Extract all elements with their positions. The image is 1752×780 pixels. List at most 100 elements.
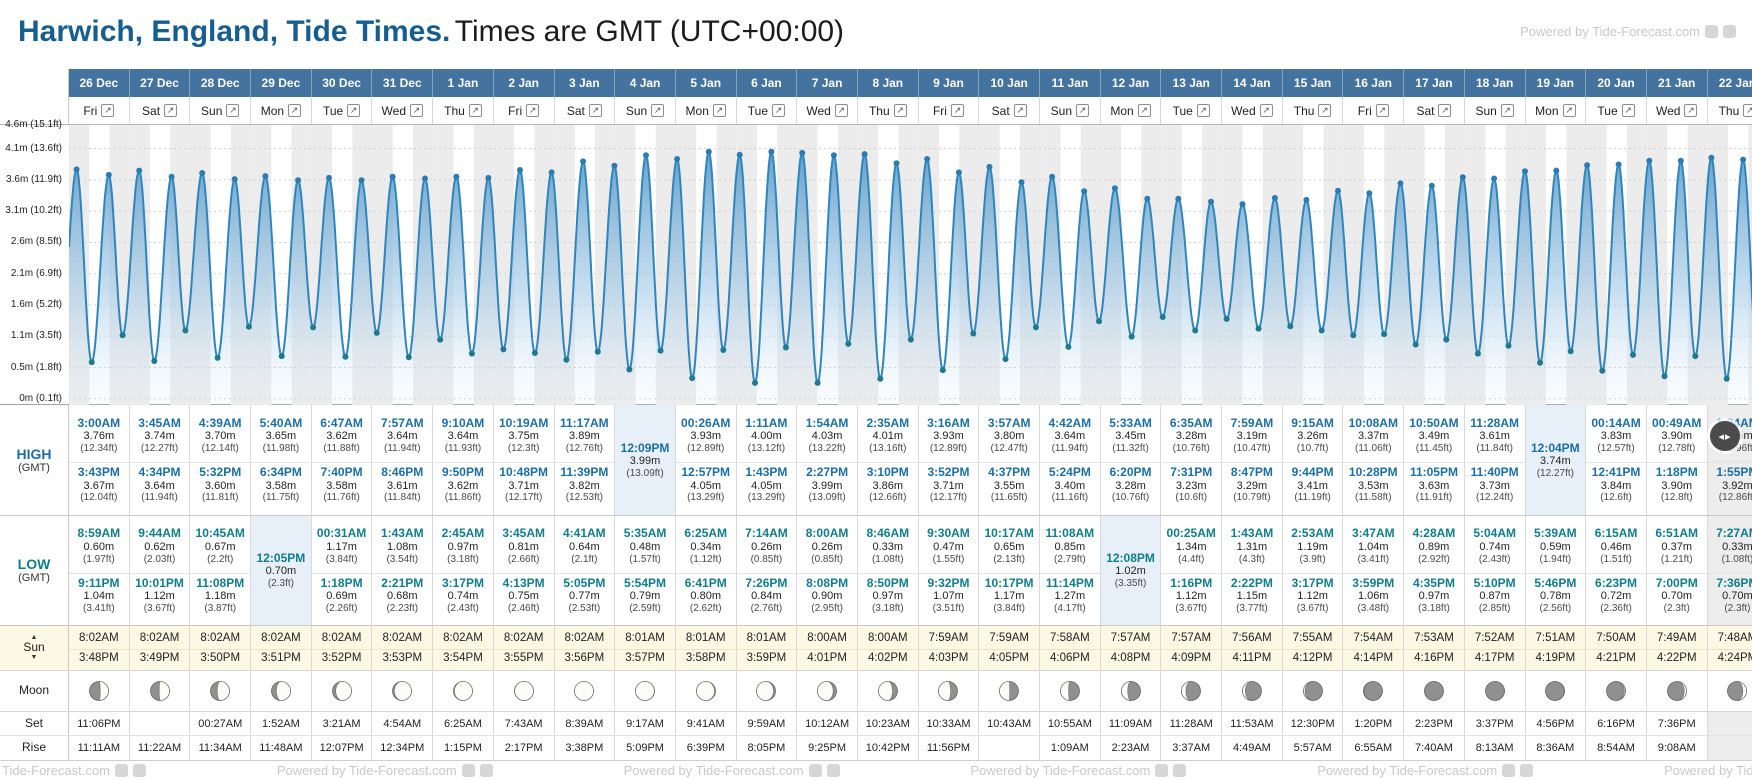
expand-day-icon[interactable]: ↗ (1684, 104, 1698, 117)
low-tide-entry: 1:18PM 0.69m (2.26ft) (311, 572, 372, 617)
expand-day-icon[interactable]: ↗ (226, 104, 240, 117)
expand-day-icon[interactable]: ↗ (772, 104, 786, 117)
expand-day-icon[interactable]: ↗ (288, 104, 302, 117)
sun-times-cell: 8:00AM 4:02PM (857, 626, 919, 670)
tide-height-ft: (13.09ft) (808, 492, 846, 504)
weekday-cell[interactable]: Fri ↗ (919, 97, 980, 124)
high-tide-time: 3:16AM (927, 415, 970, 430)
weekday-cell[interactable]: Sun ↗ (1040, 97, 1101, 124)
tide-height-m: 3.29m (1236, 479, 1268, 492)
expand-day-icon[interactable]: ↗ (1562, 104, 1576, 117)
weekday-cell[interactable]: Fri ↗ (1343, 97, 1405, 124)
low-tide-time: 3:45AM (502, 526, 545, 541)
expand-day-icon[interactable]: ↗ (651, 104, 665, 117)
powered-by-watermark[interactable]: Powered by Tide-Forecast.com (624, 763, 840, 778)
moonset-time: 11:53AM (1222, 712, 1283, 735)
low-tide-time: 5:35AM (623, 526, 667, 541)
weekday-cell[interactable]: Thu↗ (1708, 97, 1752, 124)
expand-day-icon[interactable]: ↗ (893, 104, 907, 117)
tide-height-m: 3.71m (933, 479, 964, 492)
weekday-cell[interactable]: Sun ↗ (1465, 97, 1526, 124)
powered-by-watermark[interactable]: Powered by Tide-Forecast.com (1317, 763, 1534, 778)
tide-height-ft: (2.3ft) (1663, 602, 1690, 614)
high-tide-time: 10:08AM (1348, 415, 1398, 430)
expand-day-icon[interactable]: ↗ (950, 104, 964, 117)
expand-day-icon[interactable]: ↗ (164, 104, 178, 117)
weekday-cell[interactable]: Sat ↗ (979, 97, 1040, 124)
tide-height-m: 0.59m (1540, 540, 1571, 553)
expand-day-icon[interactable]: ↗ (1137, 104, 1151, 117)
tide-height-m: 3.64m (386, 429, 418, 442)
high-tide-time: 11:39PM (560, 465, 609, 480)
tide-height-m: 1.15m (1236, 589, 1268, 602)
powered-by-watermark[interactable]: Powered by Tide-Forecast.com (1520, 24, 1736, 39)
weekday-cell[interactable]: Fri ↗ (494, 97, 555, 124)
expand-day-icon[interactable]: ↗ (1743, 104, 1752, 117)
tide-height-m: 3.92m (1722, 479, 1752, 492)
weekday-cell[interactable]: Mon ↗ (1526, 97, 1587, 124)
weekday-cell[interactable]: Sun ↗ (615, 97, 676, 124)
weekday-cell[interactable]: Sat ↗ (1404, 97, 1465, 124)
tide-height-ft: (12.17ft) (929, 492, 968, 504)
expand-day-icon[interactable]: ↗ (410, 104, 424, 117)
expand-day-icon[interactable]: ↗ (1500, 104, 1514, 117)
weekday-cell[interactable]: Wed ↗ (372, 97, 434, 124)
scroll-right-button[interactable]: ◂▸ (1710, 421, 1740, 451)
low-tide-time: 7:36PM (1716, 575, 1752, 590)
expand-day-icon[interactable]: ↗ (1318, 104, 1332, 117)
powered-by-watermark[interactable]: Powered by Tide-Forecast.com (277, 763, 493, 778)
low-tide-time: 7:00PM (1655, 575, 1698, 590)
powered-by-watermark[interactable]: Powered by Tide-Forecast.com (970, 763, 1187, 778)
tide-height-m: 4.05m (751, 479, 782, 492)
expand-day-icon[interactable]: ↗ (347, 104, 361, 117)
weekday-cell[interactable]: Wed ↗ (1647, 97, 1708, 124)
weekday-cell[interactable]: Sat ↗ (130, 97, 191, 124)
weekday-cell[interactable]: Fri ↗ (69, 97, 130, 124)
weekday-cell[interactable]: Sat ↗ (555, 97, 616, 124)
moon-phase-cell (372, 671, 434, 711)
powered-by-watermark[interactable]: Powered by Tide-Forecast.com (0, 763, 146, 778)
weekday-cell[interactable]: Mon ↗ (1101, 97, 1162, 124)
high-tide-entry: 4:42AM 3.64m (11.94ft) (1040, 414, 1100, 457)
expand-day-icon[interactable]: ↗ (1621, 104, 1635, 117)
sun-times-cell: 7:54AM 4:14PM (1343, 626, 1405, 670)
weekday-cell[interactable]: Wed ↗ (797, 97, 858, 124)
weekday-cell[interactable]: Thu↗ (433, 97, 494, 124)
expand-day-icon[interactable]: ↗ (834, 104, 848, 117)
expand-day-icon[interactable]: ↗ (1438, 104, 1452, 117)
powered-by-text: Powered by Tide-Forecast.com (623, 763, 804, 778)
weekday-cell[interactable]: Mon ↗ (251, 97, 312, 124)
moonrise-time: 5:57AM (1283, 736, 1344, 760)
high-tide-time: 7:40PM (320, 465, 363, 480)
weekday-cell[interactable]: Wed ↗ (1222, 97, 1283, 124)
expand-day-icon[interactable]: ↗ (1196, 104, 1210, 117)
high-tide-time: 5:24PM (1048, 465, 1091, 480)
weekday-cell[interactable]: Thu↗ (858, 97, 919, 124)
tide-height-m: 3.64m (447, 429, 479, 442)
expand-day-icon[interactable]: ↗ (1076, 104, 1090, 117)
expand-day-icon[interactable]: ↗ (588, 104, 602, 117)
tide-height-m: 1.07m (933, 589, 964, 602)
tide-height-m: 0.85m (1054, 540, 1086, 553)
weekday-cell[interactable]: Tue ↗ (737, 97, 798, 124)
low-tide-time: 5:54PM (624, 575, 667, 590)
weekday-cell[interactable]: Tue ↗ (1161, 97, 1223, 124)
weekday-cell[interactable]: Mon ↗ (676, 97, 737, 124)
sunset-arrow-icon: ▼ (30, 653, 38, 661)
expand-day-icon[interactable]: ↗ (101, 104, 115, 117)
weekday-cell[interactable]: Thu↗ (1283, 97, 1344, 124)
expand-day-icon[interactable]: ↗ (526, 104, 540, 117)
tide-height-m: 3.58m (326, 479, 357, 492)
gmt-label: (GMT) (18, 572, 50, 585)
weekday-cell[interactable]: Tue ↗ (312, 97, 373, 124)
date-header-cell: 3 Jan (555, 69, 616, 97)
tide-height-m: 3.82m (569, 479, 600, 492)
weekday-cell[interactable]: Tue ↗ (1586, 97, 1647, 124)
expand-day-icon[interactable]: ↗ (1375, 104, 1389, 117)
expand-day-icon[interactable]: ↗ (1013, 104, 1027, 117)
powered-by-watermark[interactable]: Powered by Tide-Forecast.com (1664, 763, 1752, 778)
expand-day-icon[interactable]: ↗ (468, 104, 482, 117)
expand-day-icon[interactable]: ↗ (712, 104, 726, 117)
weekday-cell[interactable]: Sun ↗ (190, 97, 252, 124)
expand-day-icon[interactable]: ↗ (1259, 104, 1273, 117)
